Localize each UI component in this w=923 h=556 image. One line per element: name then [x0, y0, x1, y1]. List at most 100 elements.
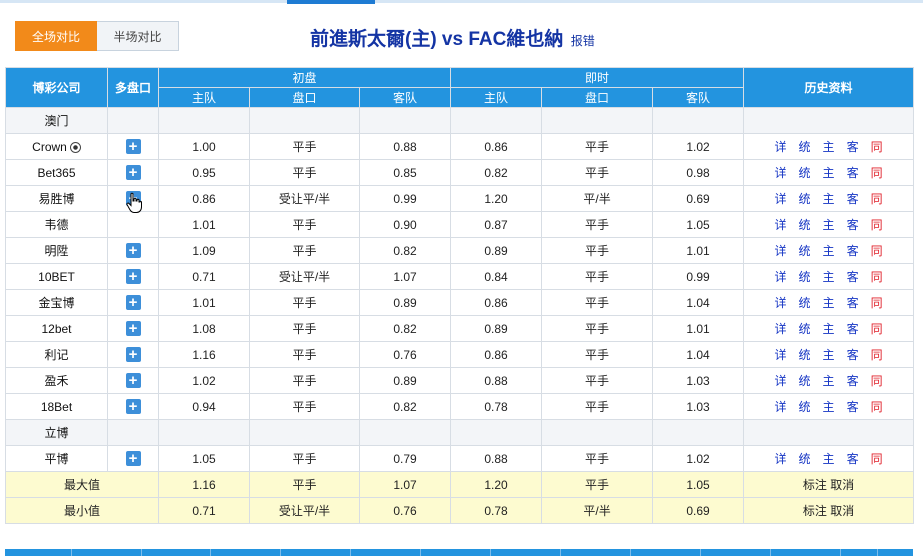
- history-link[interactable]: 统: [798, 322, 811, 336]
- history-link[interactable]: 主: [822, 192, 835, 206]
- history-link[interactable]: 同: [870, 140, 883, 154]
- history-link[interactable]: 统: [798, 400, 811, 414]
- history-link[interactable]: 主: [822, 244, 835, 258]
- match-header: 前進斯太爾(主) vs FAC維也納 报错: [310, 24, 595, 51]
- col-group-live: 即时: [450, 67, 745, 88]
- history-link[interactable]: 客: [846, 452, 859, 466]
- history-links-cell: [743, 419, 915, 446]
- history-link[interactable]: 主: [822, 452, 835, 466]
- history-link[interactable]: 统: [798, 140, 811, 154]
- odds-cell-l-away: 1.04: [652, 341, 745, 368]
- company-name: 韦德: [44, 218, 69, 232]
- history-link[interactable]: 同: [870, 244, 883, 258]
- history-link[interactable]: 同: [870, 322, 883, 336]
- tab-half-match[interactable]: 半场对比: [97, 21, 179, 51]
- history-link[interactable]: 详: [774, 296, 787, 310]
- history-link[interactable]: 客: [846, 348, 859, 362]
- history-link[interactable]: 同: [870, 400, 883, 414]
- history-link[interactable]: 同: [870, 374, 883, 388]
- mark-button[interactable]: 标注: [802, 504, 827, 518]
- expand-plus-icon[interactable]: +: [125, 139, 141, 155]
- history-link[interactable]: 详: [774, 192, 787, 206]
- mark-button[interactable]: 标注: [802, 478, 827, 492]
- history-link[interactable]: 详: [774, 140, 787, 154]
- expand-plus-icon[interactable]: +: [125, 373, 141, 389]
- expand-plus-icon[interactable]: +: [125, 165, 141, 181]
- company-name: 澳门: [44, 114, 69, 128]
- history-link[interactable]: 详: [774, 218, 787, 232]
- odds-cell-i-home: 1.05: [158, 445, 250, 472]
- history-link[interactable]: 主: [822, 400, 835, 414]
- col-initial-line: 盘口: [249, 87, 360, 108]
- history-link[interactable]: 主: [822, 296, 835, 310]
- history-link[interactable]: 同: [870, 452, 883, 466]
- history-link[interactable]: 客: [846, 244, 859, 258]
- history-link[interactable]: 统: [798, 166, 811, 180]
- history-link[interactable]: 主: [822, 140, 835, 154]
- expand-plus-icon[interactable]: +: [125, 321, 141, 337]
- history-link[interactable]: 同: [870, 192, 883, 206]
- cancel-button[interactable]: 取消: [830, 478, 855, 492]
- history-link[interactable]: 客: [846, 322, 859, 336]
- odds-cell-l-line: 平手: [541, 393, 654, 420]
- history-link[interactable]: 客: [846, 166, 859, 180]
- history-link[interactable]: 客: [846, 218, 859, 232]
- cancel-button[interactable]: 取消: [830, 504, 855, 518]
- history-link[interactable]: 主: [822, 218, 835, 232]
- history-link[interactable]: 同: [870, 218, 883, 232]
- history-link[interactable]: 详: [774, 400, 787, 414]
- table-row: Bet365 +0.95 平手 0.85 0.82 平手 0.98 详统主客同: [5, 159, 915, 186]
- history-link[interactable]: 主: [822, 270, 835, 284]
- multi-line-cell: +: [107, 315, 159, 342]
- history-link[interactable]: 详: [774, 322, 787, 336]
- history-link[interactable]: 统: [798, 192, 811, 206]
- history-link[interactable]: 详: [774, 452, 787, 466]
- history-link[interactable]: 统: [798, 348, 811, 362]
- history-link[interactable]: 同: [870, 166, 883, 180]
- history-link[interactable]: 客: [846, 400, 859, 414]
- expand-plus-icon[interactable]: +: [125, 399, 141, 415]
- history-link[interactable]: 统: [798, 218, 811, 232]
- expand-plus-icon[interactable]: +: [125, 269, 141, 285]
- history-link[interactable]: 主: [822, 374, 835, 388]
- history-link[interactable]: 详: [774, 348, 787, 362]
- summary-cell-i-away: 1.07: [358, 471, 452, 498]
- history-link[interactable]: 主: [822, 322, 835, 336]
- history-links-cell: 详统主客同: [743, 263, 915, 290]
- company-name: Bet365: [37, 165, 76, 180]
- history-link[interactable]: 详: [774, 166, 787, 180]
- history-link[interactable]: 详: [774, 244, 787, 258]
- history-link[interactable]: 主: [822, 348, 835, 362]
- history-link[interactable]: 同: [870, 296, 883, 310]
- history-link[interactable]: 客: [846, 374, 859, 388]
- odds-cell-l-home: 1.20: [450, 185, 543, 212]
- expand-plus-icon[interactable]: +: [125, 347, 141, 363]
- expand-plus-icon[interactable]: +: [125, 451, 141, 467]
- history-link[interactable]: 统: [798, 374, 811, 388]
- odds-cell-i-home: 1.01: [158, 289, 250, 316]
- expand-plus-icon[interactable]: +: [125, 243, 141, 259]
- history-link[interactable]: 统: [798, 244, 811, 258]
- history-link[interactable]: 详: [774, 270, 787, 284]
- odds-cell-i-home: 0.95: [158, 159, 250, 186]
- history-link[interactable]: 客: [846, 270, 859, 284]
- history-link[interactable]: 客: [846, 192, 859, 206]
- history-link[interactable]: 统: [798, 452, 811, 466]
- history-link[interactable]: 同: [870, 270, 883, 284]
- odds-cell-l-home: 0.89: [450, 237, 543, 264]
- report-error-link[interactable]: 报错: [570, 34, 595, 48]
- history-link[interactable]: 主: [822, 166, 835, 180]
- history-link[interactable]: 客: [846, 140, 859, 154]
- history-links-cell: 详统主客同: [743, 185, 915, 212]
- odds-cell-i-away: 0.90: [358, 211, 452, 238]
- history-link[interactable]: 详: [774, 374, 787, 388]
- tab-full-match[interactable]: 全场对比: [15, 21, 97, 51]
- history-link[interactable]: 客: [846, 296, 859, 310]
- top-tab-indicator: [287, 0, 375, 4]
- history-link[interactable]: 同: [870, 348, 883, 362]
- history-link[interactable]: 统: [798, 296, 811, 310]
- multi-line-cell: +: [107, 263, 159, 290]
- col-live-away: 客队: [652, 87, 745, 108]
- history-link[interactable]: 统: [798, 270, 811, 284]
- expand-plus-icon[interactable]: +: [125, 295, 141, 311]
